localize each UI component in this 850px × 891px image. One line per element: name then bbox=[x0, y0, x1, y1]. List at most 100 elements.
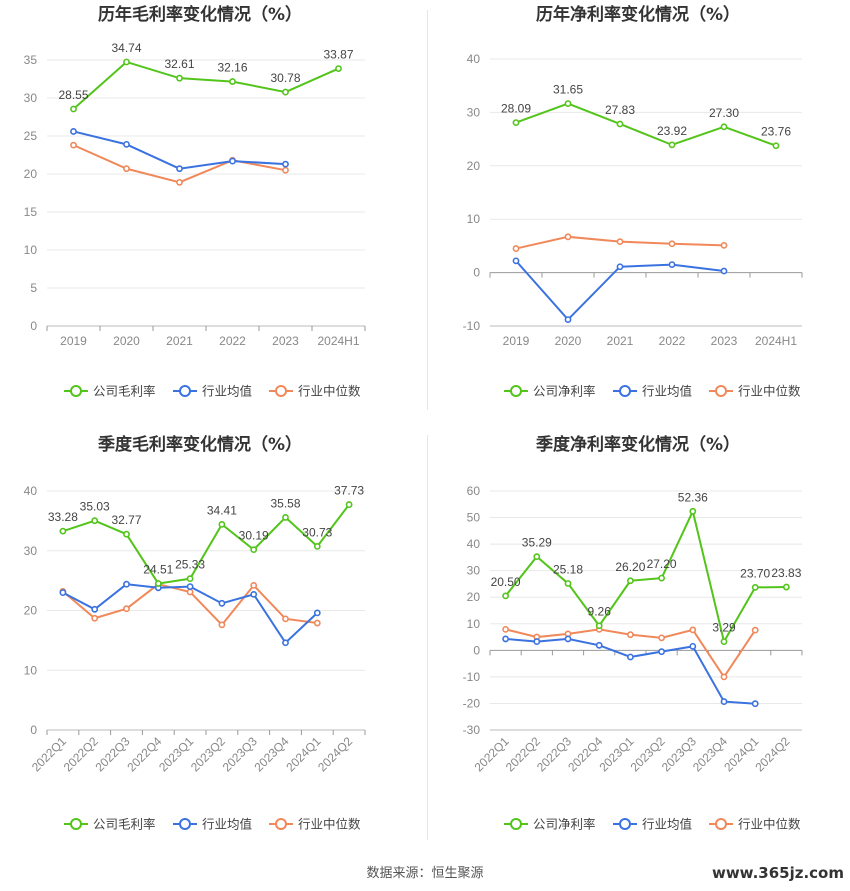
y-tick-label: 5 bbox=[30, 281, 37, 295]
x-tick-label: 2023 bbox=[711, 334, 738, 348]
data-point bbox=[502, 625, 509, 633]
data-point bbox=[689, 642, 697, 650]
data-point bbox=[668, 240, 676, 248]
data-label: 32.77 bbox=[111, 513, 141, 527]
legend-swatch-marker bbox=[619, 818, 631, 830]
y-tick-label: 10 bbox=[467, 617, 481, 631]
data-point bbox=[616, 263, 624, 271]
data-point bbox=[176, 178, 183, 186]
legend-swatch-marker bbox=[70, 385, 82, 397]
y-tick-label: 15 bbox=[24, 205, 38, 219]
series-median bbox=[70, 141, 289, 186]
x-tick-label: 2024Q2 bbox=[315, 734, 355, 774]
y-tick-label: 20 bbox=[467, 159, 481, 173]
data-label: 35.29 bbox=[522, 536, 552, 550]
data-label: 34.41 bbox=[207, 503, 237, 517]
legend: 公司净利率 行业均值 行业中位数 bbox=[504, 817, 801, 832]
data-label: 28.09 bbox=[501, 102, 531, 116]
data-point bbox=[720, 267, 728, 275]
y-tick-label: 40 bbox=[467, 537, 481, 551]
legend: 公司毛利率 行业均值 行业中位数 bbox=[64, 384, 361, 399]
data-source-label: 数据来源：恒生聚源 bbox=[366, 866, 484, 881]
data-point bbox=[720, 638, 728, 645]
data-point bbox=[186, 588, 194, 596]
data-label: 27.83 bbox=[605, 103, 635, 117]
data-point bbox=[123, 580, 130, 588]
data-point bbox=[616, 120, 624, 128]
data-point bbox=[229, 78, 236, 85]
legend-swatch-marker bbox=[510, 818, 522, 830]
data-point bbox=[282, 514, 289, 521]
legend-label: 公司毛利率 bbox=[93, 817, 156, 832]
y-tick-label: 0 bbox=[30, 723, 37, 737]
data-point bbox=[250, 590, 258, 598]
y-tick-label: -30 bbox=[463, 723, 481, 737]
data-point bbox=[123, 165, 130, 173]
series-avg bbox=[502, 635, 759, 708]
data-point bbox=[533, 553, 541, 561]
data-point bbox=[616, 238, 624, 246]
data-label: 26.20 bbox=[615, 560, 645, 574]
data-label: 20.50 bbox=[491, 575, 521, 589]
x-tick-label: 2022 bbox=[219, 334, 246, 348]
data-point bbox=[689, 507, 697, 515]
data-point bbox=[91, 614, 99, 622]
chart-1: 历年毛利率变化情况（%） 0 5 10 15 20 25 30 35 2019 2020 2021 20… bbox=[24, 4, 366, 399]
legend-label: 行业均值 bbox=[202, 384, 252, 399]
data-point bbox=[564, 316, 572, 323]
chart-title: 季度毛利率变化情况（%） bbox=[98, 434, 302, 455]
series-avg bbox=[70, 128, 289, 173]
series-line bbox=[72, 60, 339, 110]
data-point bbox=[154, 580, 162, 587]
chart-title: 季度净利率变化情况（%） bbox=[536, 434, 740, 455]
legend-swatch-marker bbox=[179, 818, 191, 830]
x-tick-label: 2020 bbox=[113, 334, 140, 348]
data-label: 32.16 bbox=[217, 61, 247, 75]
data-point bbox=[658, 574, 665, 582]
x-tick-label: 2024H1 bbox=[317, 334, 359, 348]
data-point bbox=[313, 542, 321, 550]
legend-label: 行业均值 bbox=[642, 384, 692, 399]
data-point bbox=[512, 245, 520, 252]
x-tick-label: 2021 bbox=[607, 334, 634, 348]
data-point bbox=[123, 58, 130, 66]
data-point bbox=[658, 634, 665, 642]
legend-swatch-marker bbox=[179, 385, 191, 397]
legend-label: 公司净利率 bbox=[533, 817, 596, 832]
data-point bbox=[627, 577, 634, 585]
data-point bbox=[123, 530, 130, 538]
x-tick-label: 2021 bbox=[166, 334, 193, 348]
data-point bbox=[751, 700, 759, 708]
y-tick-label: 25 bbox=[24, 129, 38, 143]
data-point bbox=[250, 582, 258, 589]
data-point bbox=[70, 141, 77, 149]
chart-title: 历年毛利率变化情况（%） bbox=[98, 4, 302, 25]
vertical-divider bbox=[427, 10, 428, 410]
data-label: 34.74 bbox=[111, 41, 141, 55]
data-label: 37.73 bbox=[334, 484, 364, 498]
data-label: 23.70 bbox=[740, 566, 770, 580]
chart-4: 季度净利率变化情况（%）-30-20-1001020304050602022Q1… bbox=[463, 434, 803, 832]
data-point bbox=[70, 105, 77, 113]
x-tick-label: 2024Q2 bbox=[752, 734, 792, 774]
data-point bbox=[218, 521, 226, 528]
data-point bbox=[564, 580, 572, 587]
data-point bbox=[720, 241, 728, 249]
data-label: 30.78 bbox=[270, 71, 300, 85]
y-tick-label: 0 bbox=[473, 266, 480, 280]
data-point bbox=[176, 165, 183, 173]
data-point bbox=[176, 74, 183, 82]
data-point bbox=[751, 583, 759, 591]
series-line bbox=[73, 130, 286, 170]
data-point bbox=[502, 592, 509, 600]
data-label: 30.73 bbox=[302, 525, 332, 539]
data-point bbox=[123, 605, 130, 613]
series-line bbox=[73, 144, 286, 184]
x-tick-label: 2020 bbox=[555, 334, 582, 348]
data-point bbox=[218, 621, 226, 629]
legend-label: 公司毛利率 bbox=[93, 384, 156, 399]
chart-3: 季度毛利率变化情况（%）0102030402022Q12022Q22022Q32… bbox=[24, 434, 366, 832]
data-label: 27.20 bbox=[647, 557, 677, 571]
